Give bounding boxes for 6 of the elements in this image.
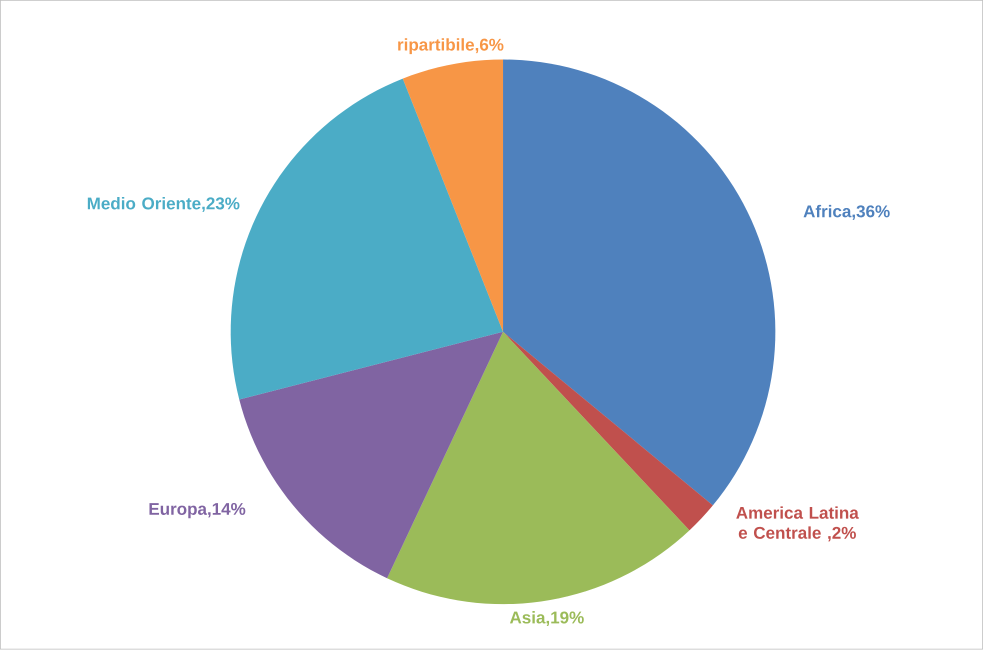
- slice-label: Asia,19%: [510, 611, 584, 626]
- slice-label: America Latina e Centrale ,2%: [736, 506, 859, 542]
- slice-label: Medio Oriente,23%: [88, 197, 240, 212]
- slice-label: Africa,36%: [804, 205, 890, 220]
- slice-label: Europa,14%: [149, 503, 246, 519]
- slice-label: ripartibile,6%: [398, 38, 504, 54]
